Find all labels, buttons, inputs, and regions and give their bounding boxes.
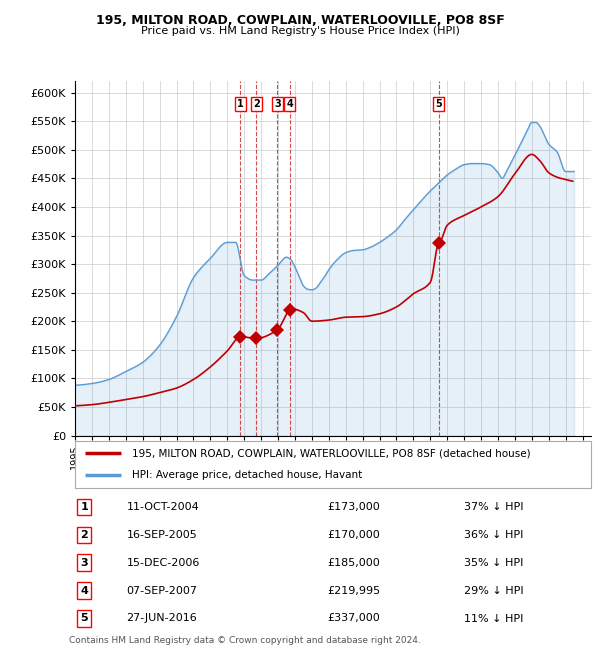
- Text: 29% ↓ HPI: 29% ↓ HPI: [464, 586, 524, 595]
- Text: £185,000: £185,000: [327, 558, 380, 567]
- Text: 16-SEP-2005: 16-SEP-2005: [127, 530, 197, 540]
- Text: 1: 1: [237, 99, 244, 109]
- Text: 195, MILTON ROAD, COWPLAIN, WATERLOOVILLE, PO8 8SF: 195, MILTON ROAD, COWPLAIN, WATERLOOVILL…: [95, 14, 505, 27]
- Text: 2: 2: [80, 530, 88, 540]
- Text: 27-JUN-2016: 27-JUN-2016: [127, 614, 197, 623]
- Text: 37% ↓ HPI: 37% ↓ HPI: [464, 502, 524, 512]
- Text: 11-OCT-2004: 11-OCT-2004: [127, 502, 199, 512]
- Text: £219,995: £219,995: [327, 586, 380, 595]
- Text: 3: 3: [80, 558, 88, 567]
- Text: 4: 4: [80, 586, 88, 595]
- Text: Contains HM Land Registry data © Crown copyright and database right 2024.: Contains HM Land Registry data © Crown c…: [69, 636, 421, 645]
- Text: 195, MILTON ROAD, COWPLAIN, WATERLOOVILLE, PO8 8SF (detached house): 195, MILTON ROAD, COWPLAIN, WATERLOOVILL…: [132, 448, 530, 458]
- Text: 07-SEP-2007: 07-SEP-2007: [127, 586, 197, 595]
- Text: Price paid vs. HM Land Registry's House Price Index (HPI): Price paid vs. HM Land Registry's House …: [140, 26, 460, 36]
- Text: HPI: Average price, detached house, Havant: HPI: Average price, detached house, Hava…: [132, 470, 362, 480]
- FancyBboxPatch shape: [75, 441, 591, 488]
- Text: 5: 5: [435, 99, 442, 109]
- Text: £337,000: £337,000: [327, 614, 380, 623]
- Text: 15-DEC-2006: 15-DEC-2006: [127, 558, 200, 567]
- Text: 3: 3: [274, 99, 281, 109]
- Text: 11% ↓ HPI: 11% ↓ HPI: [464, 614, 524, 623]
- Text: 5: 5: [80, 614, 88, 623]
- Text: 36% ↓ HPI: 36% ↓ HPI: [464, 530, 524, 540]
- Text: 35% ↓ HPI: 35% ↓ HPI: [464, 558, 524, 567]
- Text: 1: 1: [80, 502, 88, 512]
- Text: 4: 4: [286, 99, 293, 109]
- Text: 2: 2: [253, 99, 260, 109]
- Text: £173,000: £173,000: [327, 502, 380, 512]
- Text: £170,000: £170,000: [327, 530, 380, 540]
